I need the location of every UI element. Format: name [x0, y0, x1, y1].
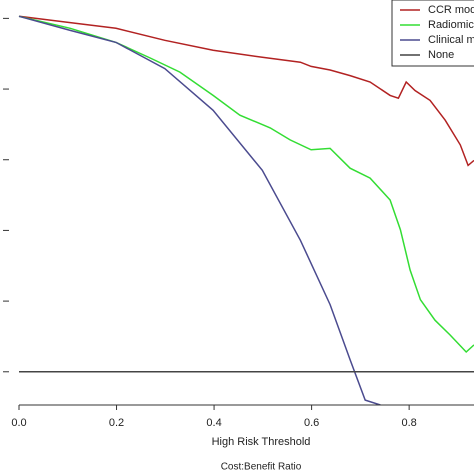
x-tick-label: 0.2 — [109, 417, 124, 429]
legend-label: CCR mod — [428, 4, 474, 16]
x-tick-label: 0.8 — [401, 417, 416, 429]
legend-label: Clinical m — [428, 34, 474, 46]
x-axis-label: High Risk Threshold — [212, 436, 311, 448]
legend-label: Radiomics — [428, 19, 474, 31]
x-tick-label: 0.0 — [11, 417, 26, 429]
x-tick-label: 0.6 — [304, 417, 319, 429]
series-line — [18, 15, 474, 167]
series-line — [18, 15, 474, 354]
series-line — [18, 15, 381, 405]
legend-label: None — [428, 49, 454, 61]
x-tick-label: 0.4 — [206, 417, 221, 429]
x2-axis-label: Cost:Benefit Ratio — [221, 462, 302, 473]
